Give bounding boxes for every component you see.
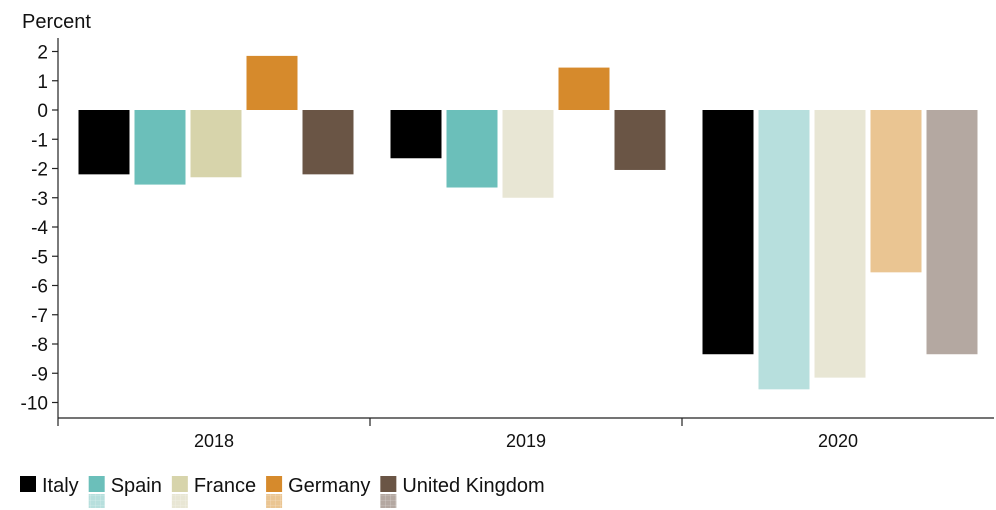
bar-spain-2019 — [446, 110, 498, 188]
x-category-label: 2018 — [194, 431, 234, 451]
legend-swatch-pattern — [88, 494, 105, 508]
legend-item-france: France — [171, 475, 256, 508]
legend-swatch — [380, 476, 397, 492]
bar-italy-2018 — [78, 110, 130, 175]
legend-swatch — [171, 476, 188, 492]
legend-item-italy: Italy — [20, 475, 79, 497]
y-tick-label: -9 — [31, 364, 48, 385]
bar-france-2020 — [814, 110, 866, 378]
y-tick-label: -5 — [31, 247, 48, 268]
legend-swatch — [20, 476, 36, 492]
legend-label: Spain — [111, 475, 162, 497]
legend-label: United Kingdom — [402, 475, 544, 497]
y-tick-label: 0 — [37, 101, 48, 122]
legend-swatch-pattern — [266, 494, 283, 508]
bar-germany-2019 — [558, 67, 610, 110]
bar-spain-2020 — [758, 110, 810, 390]
bar-spain-2018 — [134, 110, 186, 185]
bars-group — [78, 55, 978, 390]
y-tick-label: -10 — [21, 394, 48, 415]
bar-germany-2020 — [870, 110, 922, 273]
y-tick-label: -8 — [31, 335, 48, 356]
y-tick-label: -6 — [31, 277, 48, 298]
bar-germany-2018 — [246, 55, 298, 110]
bar-united-kingdom-2018 — [302, 110, 354, 175]
legend-item-united-kingdom: United Kingdom — [380, 475, 545, 508]
y-tick-label: 2 — [37, 43, 48, 64]
bar-france-2019 — [502, 110, 554, 198]
y-tick-label: -3 — [31, 189, 48, 210]
bar-france-2018 — [190, 110, 242, 178]
y-tick-label: -1 — [31, 130, 48, 151]
legend-swatch-pattern — [380, 494, 397, 508]
bar-united-kingdom-2019 — [614, 110, 666, 170]
legend-swatch — [266, 476, 283, 492]
y-axis: 2 1 0 -1 -2 -3 -4 -5 -6 -7 -8 -9 -10 — [21, 38, 59, 418]
x-axis: 2018 2019 2020 — [57, 417, 994, 451]
legend-item-spain: Spain — [88, 475, 162, 508]
y-tick-label: -4 — [31, 218, 48, 239]
x-category-label: 2020 — [818, 431, 858, 451]
legend-swatch — [88, 476, 105, 492]
legend: Italy Spain France Germany United Kingdom — [20, 475, 545, 508]
bar-united-kingdom-2020 — [926, 110, 978, 355]
legend-label: France — [194, 475, 256, 497]
bar-italy-2019 — [390, 110, 442, 159]
y-tick-label: -7 — [31, 306, 48, 327]
legend-label: Germany — [288, 475, 370, 497]
legend-item-germany: Germany — [266, 475, 370, 508]
legend-swatch-pattern — [171, 494, 188, 508]
x-category-label: 2019 — [506, 431, 546, 451]
y-tick-label: -2 — [31, 160, 48, 181]
bar-italy-2020 — [702, 110, 754, 355]
y-tick-label: 1 — [37, 72, 48, 93]
legend-label: Italy — [42, 475, 79, 497]
y-axis-title: Percent — [22, 11, 91, 33]
